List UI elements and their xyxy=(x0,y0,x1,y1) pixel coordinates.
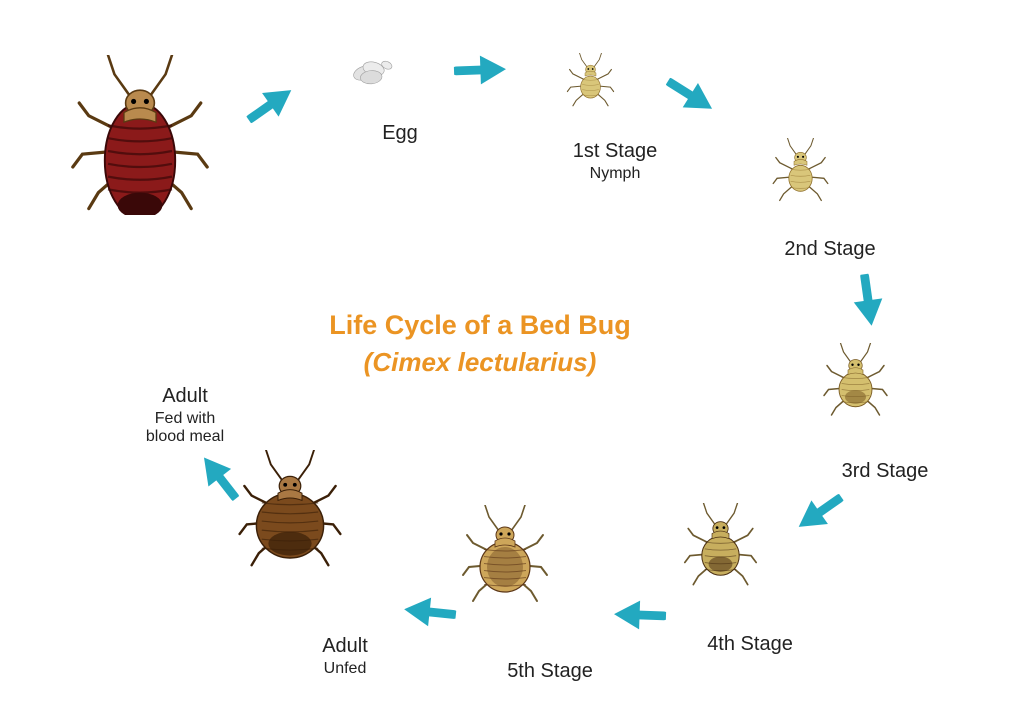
stage-label-nymph1: 1st StageNymph xyxy=(555,140,675,183)
stage-label-adultF: AdultFed withblood meal xyxy=(100,385,270,446)
stage-nymph4 xyxy=(678,503,763,588)
stage-label-nymph5: 5th Stage xyxy=(480,660,620,683)
stage-label-adultU: AdultUnfed xyxy=(275,635,415,678)
cycle-arrow-5 xyxy=(402,593,457,630)
stage-label-nymph2: 2nd Stage xyxy=(770,238,890,261)
stage-adultU xyxy=(230,450,350,570)
diagram-title: Life Cycle of a Bed Bug (Cimex lectulari… xyxy=(290,310,670,378)
title-line1: Life Cycle of a Bed Bug xyxy=(290,310,670,341)
stage-nymph1 xyxy=(563,53,618,108)
cycle-arrow-7 xyxy=(240,77,301,133)
stage-nymph3 xyxy=(818,343,893,418)
lifecycle-diagram: { "title": { "line1": "Life Cycle of a B… xyxy=(0,0,1024,724)
cycle-arrow-4 xyxy=(613,598,666,632)
cycle-arrow-0 xyxy=(453,53,506,87)
stage-nymph5 xyxy=(455,505,555,605)
stage-adultF xyxy=(60,55,220,215)
title-line2: (Cimex lectularius) xyxy=(290,347,670,378)
cycle-arrow-1 xyxy=(659,68,720,123)
stage-egg xyxy=(340,40,400,100)
stage-label-nymph4: 4th Stage xyxy=(690,633,810,656)
stage-label-nymph3: 3rd Stage xyxy=(825,460,945,483)
cycle-arrow-2 xyxy=(849,272,888,328)
stage-label-egg: Egg xyxy=(365,122,435,145)
cycle-arrow-3 xyxy=(790,484,851,540)
stage-nymph2 xyxy=(768,138,833,203)
